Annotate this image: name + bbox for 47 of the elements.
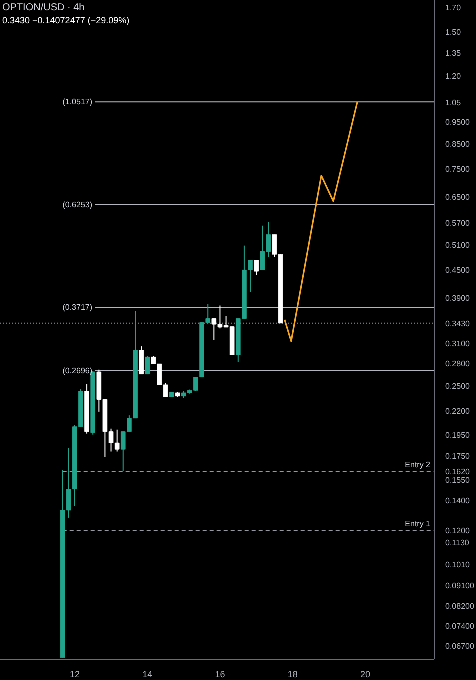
y-tick-label: 0.3430 (446, 319, 471, 328)
x-tick-label: 20 (360, 670, 371, 680)
y-tick-label: 0.1950 (446, 430, 471, 440)
y-tick-label: 0.7500 (446, 164, 471, 174)
y-tick-label: 0.1200 (446, 526, 471, 536)
y-tick-label: 0.1620 (446, 467, 471, 476)
y-tick-label: 0.5100 (446, 241, 471, 250)
y-tick-label: 1.70 (446, 3, 462, 12)
y-tick-label: 0.07400 (446, 622, 475, 632)
y-tick-label: 0.08200 (446, 602, 475, 611)
y-tick-label: 0.3100 (446, 339, 471, 348)
ref-line-label: Entry 2 (405, 460, 432, 470)
y-tick-label: 0.06700 (446, 642, 475, 651)
y-tick-label: 0.1400 (446, 496, 471, 506)
x-tick-label: 14 (142, 670, 153, 680)
candlestick (139, 346, 144, 375)
candlestick (145, 356, 150, 375)
y-tick-label: 0.2800 (446, 359, 471, 368)
y-tick-label: 0.9500 (446, 118, 471, 128)
ref-line-label: (0.3717) (62, 303, 93, 312)
line-series (284, 102, 358, 342)
ref-line-label: Entry 1 (405, 520, 432, 529)
y-tick-label: 0.3900 (446, 294, 471, 304)
chart-title: OPTION/USD · 4h (2, 2, 85, 14)
y-tick-label: 0.4500 (446, 266, 471, 275)
y-tick-label: 0.1550 (446, 476, 471, 486)
y-tick-label: 0.1010 (446, 560, 471, 570)
text: 0.3430 −0.14072477 (−29.09%) (2, 16, 130, 26)
y-tick-label: 1.50 (446, 28, 462, 38)
y-tick-label: 0.6500 (446, 193, 471, 202)
y-tick-label: 0.5700 (446, 219, 471, 228)
candlestick (254, 260, 259, 276)
x-tick-label: 18 (288, 670, 298, 680)
y-tick-label: 0.8500 (446, 140, 471, 150)
x-tick-label: 12 (70, 670, 80, 680)
y-tick-label: 0.1130 (446, 538, 470, 548)
y-tick-label: 1.20 (446, 72, 462, 82)
ref-line-label: (0.2696) (62, 366, 93, 376)
y-tick-label: 0.1750 (446, 452, 471, 462)
y-tick-label: 1.35 (446, 48, 462, 58)
y-tick-label: 0.2200 (446, 407, 471, 416)
y-tick-label: 0.2500 (446, 382, 471, 391)
x-tick-label: 16 (215, 670, 226, 680)
ref-line-label: (0.6253) (62, 200, 93, 210)
y-tick-label: 1.05 (446, 98, 462, 108)
ref-line-label: (1.0517) (62, 98, 93, 107)
y-tick-label: 0.09100 (446, 581, 475, 590)
